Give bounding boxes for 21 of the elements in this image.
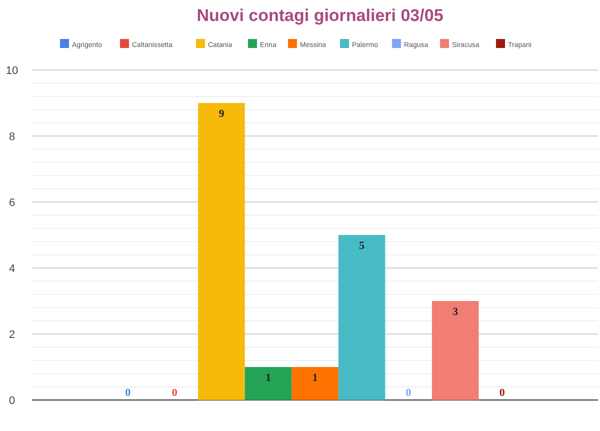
data-label: 0 [499, 387, 506, 399]
bar [338, 235, 386, 400]
data-label: 1 [265, 372, 271, 384]
chart-title: Nuovi contagi giornalieri 03/05 [196, 6, 444, 25]
data-label: 5 [359, 240, 366, 252]
bar [198, 103, 245, 400]
y-tick-label: 8 [8, 131, 16, 143]
data-label: 0 [125, 387, 132, 399]
bar [244, 367, 292, 400]
data-label: 0 [406, 387, 412, 399]
y-tick-label: 0 [8, 395, 16, 407]
y-tick-label: 4 [8, 263, 16, 275]
data-label: 9 [218, 108, 225, 120]
data-label: 0 [172, 387, 178, 399]
y-tick-label: 10 [6, 65, 18, 77]
bar [432, 301, 479, 400]
bar [292, 367, 338, 400]
y-tick-label: 2 [8, 329, 16, 341]
y-tick-label: 6 [8, 197, 16, 209]
data-label: 1 [312, 372, 318, 384]
data-label: 3 [452, 306, 459, 318]
